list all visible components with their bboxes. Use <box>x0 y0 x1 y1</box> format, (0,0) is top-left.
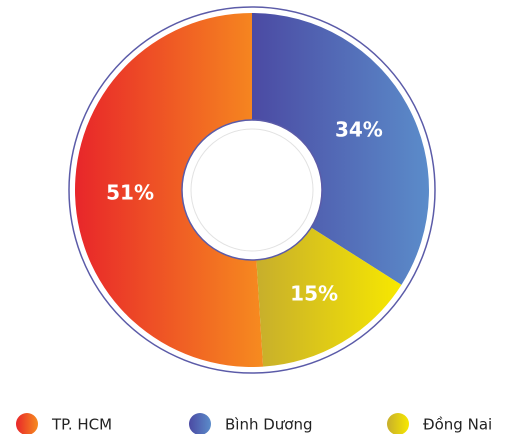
legend-label: Đồng Nai <box>423 416 492 434</box>
slice-label: 51% <box>106 180 154 204</box>
outer-ring <box>68 6 436 374</box>
slice-label: 34% <box>335 118 383 142</box>
legend-swatch <box>387 413 409 435</box>
legend-label: Bình Dương <box>225 416 313 434</box>
legend-swatch <box>189 413 211 435</box>
legend-label: TP. HCM <box>51 416 112 434</box>
legend-swatch <box>16 413 38 435</box>
slice <box>256 225 402 367</box>
slice <box>252 13 429 285</box>
slice <box>75 12 264 367</box>
hole <box>190 128 314 252</box>
slice-label: 15% <box>290 282 338 306</box>
